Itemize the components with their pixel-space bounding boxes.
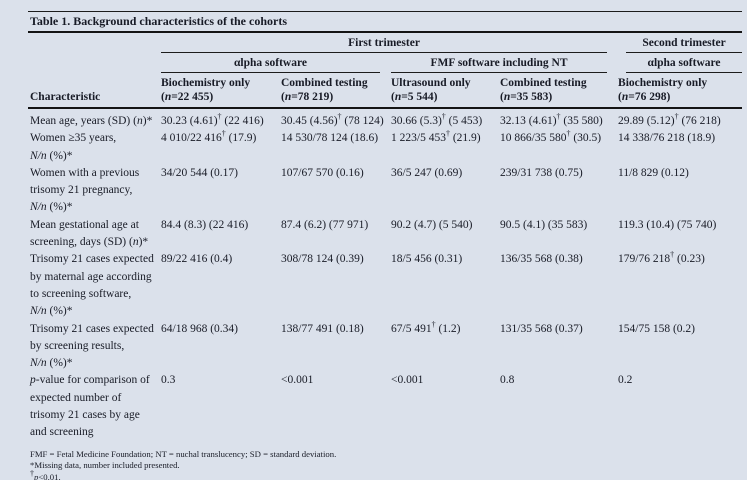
value-cell: 18/5 456 (0.31) xyxy=(391,253,463,266)
value-cell: <0.001 xyxy=(391,374,424,387)
value-cell: 10 866/35 580† (30.5) xyxy=(500,129,602,145)
column-label: Ultrasound only xyxy=(391,77,471,89)
table-footnotes: FMF = Fetal Medicine Foundation; NT = nu… xyxy=(30,442,742,480)
value-cell: 30.45 (4.56)† (78 124) xyxy=(281,112,384,127)
value-cell: 87.4 (6.2) (77 971) xyxy=(281,218,369,231)
value-cell: 36/5 247 (0.69) xyxy=(391,166,463,179)
characteristic-cell: Women ≥35 years, N/n (%)* xyxy=(30,132,117,162)
fmf-software-header-cell: FMF software including NT xyxy=(391,53,618,73)
table-row-t21-by-screening: Trisomy 21 cases expected by screening r… xyxy=(28,319,742,373)
first-trimester-header: First trimester xyxy=(161,36,608,53)
alpha-software-header: αlpha software xyxy=(161,56,380,73)
value-cell: 0.8 xyxy=(500,374,515,387)
value-cell: 179/76 218† (0.23) xyxy=(618,250,705,266)
value-cell: 89/22 416 (0.4) xyxy=(161,253,233,266)
value-cell: 0.3 xyxy=(161,374,176,387)
characteristic-cell: Trisomy 21 cases expected by maternal ag… xyxy=(30,253,154,318)
value-cell: 90.2 (4.7) (5 540) xyxy=(391,218,473,231)
characteristic-cell: Women with a previous trisomy 21 pregnan… xyxy=(30,166,140,214)
column-label: Biochemistry only xyxy=(618,77,708,89)
value-cell: 308/78 124 (0.39) xyxy=(281,253,364,266)
value-cell: 64/18 968 (0.34) xyxy=(161,322,238,335)
value-cell: 239/31 738 (0.75) xyxy=(500,166,583,179)
value-cell: 1 223/5 453† (21.9) xyxy=(391,129,481,145)
value-cell: 29.89 (5.12)† (76 218) xyxy=(618,112,721,127)
column-header: Combined testing (n=78 219) xyxy=(281,73,391,109)
value-cell: 119.3 (10.4) (75 740) xyxy=(618,218,717,231)
value-cell: 0.2 xyxy=(618,374,633,387)
table-sheet: Table 1. Background characteristics of t… xyxy=(28,11,743,480)
empty-header-cell xyxy=(28,53,161,73)
alpha-software-header-cell: αlpha software xyxy=(161,53,391,73)
column-n: (n=22 455) xyxy=(161,91,214,103)
value-cell: 14 530/78 124 (18.6) xyxy=(281,132,379,145)
column-n: (n=35 583) xyxy=(500,91,553,103)
value-cell: 11/8 829 (0.12) xyxy=(618,166,689,179)
value-cell: 30.23 (4.61)† (22 416) xyxy=(161,112,264,127)
column-n: (n=76 298) xyxy=(618,91,671,103)
value-cell: 34/20 544 (0.17) xyxy=(161,166,238,179)
first-trimester-header-cell: First trimester xyxy=(161,33,618,53)
value-cell: 154/75 158 (0.2) xyxy=(618,322,696,335)
value-cell: 84.4 (8.3) (22 416) xyxy=(161,218,249,231)
trimester-header-row: First trimester Second trimester xyxy=(28,33,743,53)
column-label: Combined testing xyxy=(281,77,368,89)
table-row-previous-t21: Women with a previous trisomy 21 pregnan… xyxy=(28,165,742,217)
value-cell: 131/35 568 (0.37) xyxy=(500,322,583,335)
column-label: Combined testing xyxy=(500,77,587,89)
column-header-row: Characteristic Biochemistry only (n=22 4… xyxy=(28,73,743,109)
table-row-women-35: Women ≥35 years, N/n (%)* 4 010/22 416† (… xyxy=(28,130,742,165)
column-header: Biochemistry only (n=22 455) xyxy=(161,73,281,109)
empty-header-cell xyxy=(28,33,161,53)
second-trimester-header: Second trimester xyxy=(626,36,743,53)
value-cell: 4 010/22 416† (17.9) xyxy=(161,129,257,145)
characteristic-cell: p-value for comparison of expected numbe… xyxy=(30,374,150,439)
alpha-software2-header: αlpha software xyxy=(626,56,743,73)
column-header: Combined testing (n=35 583) xyxy=(500,73,619,109)
value-cell: 107/67 570 (0.16) xyxy=(281,166,364,179)
characteristic-cell: Mean gestational age at screening, days … xyxy=(30,218,149,249)
characteristic-cell: Mean age, years (SD) (n)* xyxy=(30,115,153,127)
table-row-t21-by-age: Trisomy 21 cases expected by maternal ag… xyxy=(28,251,742,320)
footnote-abbreviations: FMF = Fetal Medicine Foundation; NT = nu… xyxy=(30,448,337,459)
value-cell: 138/77 491 (0.18) xyxy=(281,322,364,335)
value-cell: 32.13 (4.61)† (35 580) xyxy=(500,112,603,127)
second-trimester-header-cell: Second trimester xyxy=(618,33,743,53)
value-cell: 14 338/76 218 (18.9) xyxy=(618,132,716,145)
column-header: Ultrasound only (n=5 544) xyxy=(391,73,500,109)
value-cell: 30.66 (5.3)† (5 453) xyxy=(391,112,483,127)
table-row-mean-age: Mean age, years (SD) (n)* 30.23 (4.61)† … xyxy=(28,108,742,130)
table-title: Table 1. Background characteristics of t… xyxy=(28,11,742,33)
table-row-p-value: p-value for comparison of expected numbe… xyxy=(28,372,742,441)
value-cell: <0.001 xyxy=(281,374,314,387)
value-cell: 136/35 568 (0.38) xyxy=(500,253,583,266)
column-header: Biochemistry only (n=76 298) xyxy=(618,73,743,109)
footnote-dagger: †p<0.01. xyxy=(30,468,61,480)
characteristic-column-header: Characteristic xyxy=(28,73,161,109)
table-row-gestational-age: Mean gestational age at screening, days … xyxy=(28,217,742,252)
alpha-software2-header-cell: αlpha software xyxy=(618,53,743,73)
cohort-characteristics-table: First trimester Second trimester αlpha s… xyxy=(28,33,743,442)
column-n: (n=5 544) xyxy=(391,91,438,103)
column-label: Biochemistry only xyxy=(161,77,251,89)
footnote-missing-data: *Missing data, number included presented… xyxy=(30,460,180,471)
software-header-row: αlpha software FMF software including NT… xyxy=(28,53,743,73)
column-n: (n=78 219) xyxy=(281,91,334,103)
value-cell: 90.5 (4.1) (35 583) xyxy=(500,218,588,231)
characteristic-cell: Trisomy 21 cases expected by screening r… xyxy=(30,322,154,370)
fmf-software-header: FMF software including NT xyxy=(391,56,608,73)
value-cell: 67/5 491† (1.2) xyxy=(391,319,461,335)
